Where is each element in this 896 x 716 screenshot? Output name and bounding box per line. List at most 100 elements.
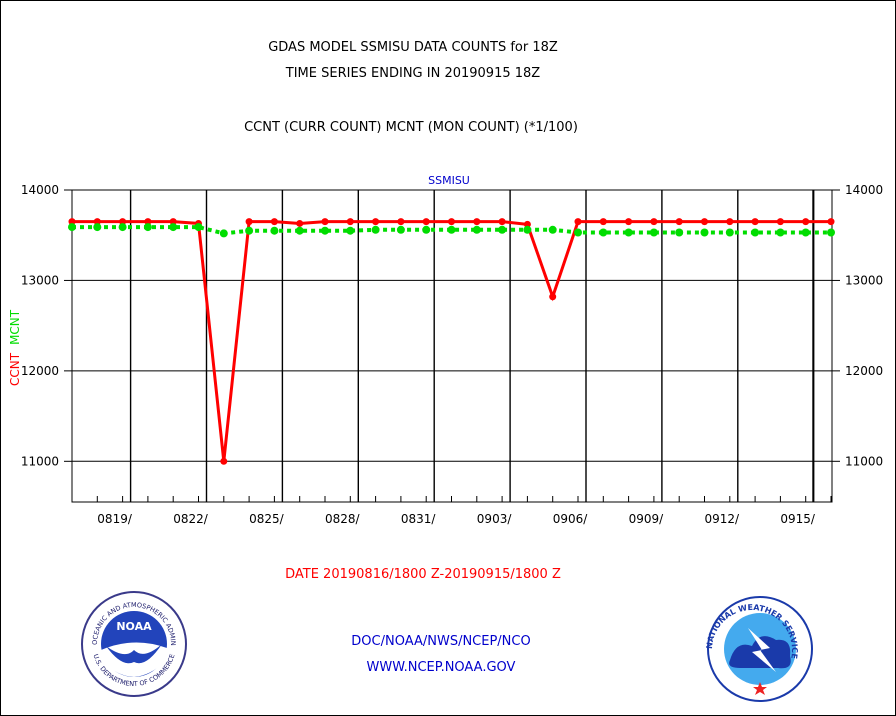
y-tick-label-left: 13000 xyxy=(21,273,59,287)
point-mcnt xyxy=(346,226,355,235)
point-ccnt xyxy=(270,218,278,226)
chart-title-line1: GDAS MODEL SSMISU DATA COUNTS for 18Z xyxy=(268,40,558,55)
point-ccnt xyxy=(169,218,177,226)
point-mcnt xyxy=(245,226,254,235)
point-mcnt xyxy=(675,228,684,237)
point-mcnt xyxy=(523,225,532,234)
point-mcnt xyxy=(725,228,734,237)
y-axis-title-mcnt: MCNT xyxy=(8,309,22,345)
x-tick-label: 0825/ xyxy=(249,512,285,526)
date-range-label: DATE 20190816/1800 Z-20190915/1800 Z xyxy=(285,567,561,582)
point-ccnt xyxy=(675,218,683,226)
panel-label: SSMISU xyxy=(428,174,470,187)
y-tick-label-left: 12000 xyxy=(21,364,59,378)
point-ccnt xyxy=(625,218,633,226)
point-ccnt xyxy=(473,218,481,226)
point-mcnt xyxy=(827,228,835,237)
point-mcnt xyxy=(574,228,582,237)
point-mcnt xyxy=(599,228,608,237)
y-axis-title: CCNT MCNT xyxy=(8,309,22,386)
point-mcnt xyxy=(624,228,633,237)
y-tick-label-right: 11000 xyxy=(845,454,883,468)
point-mcnt xyxy=(68,223,76,232)
point-ccnt xyxy=(93,218,101,226)
x-tick-label: 0822/ xyxy=(173,512,209,526)
point-ccnt xyxy=(726,218,734,226)
point-ccnt xyxy=(422,218,430,226)
nws-logo: NATIONAL WEATHER SERVICE xyxy=(705,596,813,702)
point-ccnt xyxy=(448,218,455,226)
point-mcnt xyxy=(801,228,810,237)
point-ccnt xyxy=(296,219,304,227)
point-mcnt xyxy=(118,223,127,232)
y-axis-title-ccnt: CCNT xyxy=(8,352,22,386)
x-tick-label: 0906/ xyxy=(553,512,589,526)
point-mcnt xyxy=(295,226,304,235)
point-mcnt xyxy=(776,228,785,237)
point-mcnt xyxy=(93,223,102,232)
x-tick-label: 0915/ xyxy=(780,512,816,526)
y-tick-label-right: 13000 xyxy=(845,273,883,287)
x-tick-label: 0912/ xyxy=(705,512,741,526)
point-ccnt xyxy=(397,218,405,226)
chart-subtitle: CCNT (CURR COUNT) MCNT (MON COUNT) (*1/1… xyxy=(244,120,578,135)
point-ccnt xyxy=(574,218,582,226)
point-ccnt xyxy=(119,218,127,226)
point-mcnt xyxy=(498,225,507,234)
x-tick-label: 0909/ xyxy=(629,512,665,526)
point-ccnt xyxy=(751,218,759,226)
noaa-logo: NOAA NATIONAL OCEANIC AND ATMOSPHERIC AD… xyxy=(0,0,187,697)
point-ccnt xyxy=(245,218,253,226)
point-mcnt xyxy=(219,229,228,238)
tick-layer xyxy=(64,189,840,502)
url-line: WWW.NCEP.NOAA.GOV xyxy=(367,660,516,675)
point-ccnt xyxy=(599,218,607,226)
y-tick-label-left: 14000 xyxy=(21,183,59,197)
point-ccnt xyxy=(776,218,784,226)
point-ccnt xyxy=(144,218,152,226)
point-ccnt xyxy=(68,218,76,226)
label-layer: 11000 11000 12000 12000 13000 13000 14000 14000… xyxy=(21,183,883,526)
point-mcnt xyxy=(447,225,456,234)
point-ccnt xyxy=(802,218,810,226)
point-ccnt xyxy=(321,218,329,226)
point-mcnt xyxy=(396,225,405,234)
point-mcnt xyxy=(194,223,203,232)
x-tick-label: 0828/ xyxy=(325,512,361,526)
noaa-ring-top-text: NATIONAL OCEANIC AND ATMOSPHERIC ADMINIS… xyxy=(0,0,177,646)
org-line: DOC/NOAA/NWS/NCEP/NCO xyxy=(351,634,530,649)
y-tick-label-right: 14000 xyxy=(845,183,883,197)
point-mcnt xyxy=(422,225,431,234)
point-ccnt xyxy=(827,218,835,226)
point-mcnt xyxy=(649,228,658,237)
series-layer xyxy=(68,218,835,465)
x-tick-label: 0831/ xyxy=(401,512,437,526)
point-ccnt xyxy=(346,218,354,226)
point-mcnt xyxy=(371,225,380,234)
point-mcnt xyxy=(143,223,152,232)
point-mcnt xyxy=(472,225,481,234)
chart-title-line2: TIME SERIES ENDING IN 20190915 18Z xyxy=(285,66,541,81)
point-ccnt xyxy=(523,220,531,228)
point-ccnt xyxy=(701,218,708,226)
point-ccnt xyxy=(220,457,228,465)
point-ccnt xyxy=(549,293,557,301)
series-line-ccnt xyxy=(72,220,831,462)
point-mcnt xyxy=(700,228,709,237)
point-mcnt xyxy=(751,228,760,237)
noaa-logo-text: NOAA xyxy=(116,620,152,633)
point-ccnt xyxy=(650,218,658,226)
point-mcnt xyxy=(321,226,329,235)
point-mcnt xyxy=(270,226,279,235)
plot-border xyxy=(71,189,833,503)
point-ccnt xyxy=(498,218,506,226)
point-mcnt xyxy=(548,225,557,234)
point-ccnt xyxy=(372,218,380,226)
y-tick-label-left: 11000 xyxy=(21,454,59,468)
y-tick-label-right: 12000 xyxy=(845,364,883,378)
point-mcnt xyxy=(169,223,178,232)
grid-layer xyxy=(72,189,832,502)
x-tick-label: 0903/ xyxy=(477,512,513,526)
x-tick-label: 0819/ xyxy=(97,512,133,526)
